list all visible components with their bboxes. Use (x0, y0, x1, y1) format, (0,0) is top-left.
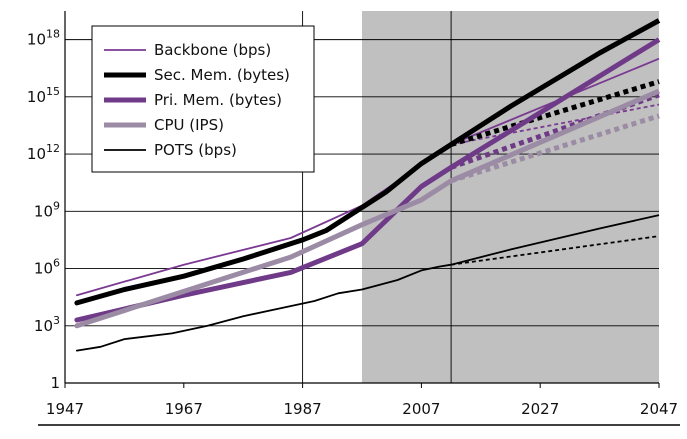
series-projection-solid-3 (450, 88, 660, 184)
x-tick-label: 1947 (46, 400, 84, 418)
series-line-1 (74, 142, 454, 306)
series-projection-dotted-3 (450, 113, 660, 184)
y-tick-label: 109 (34, 199, 60, 220)
axes: 1 103 106 109 1012 1015 1018 1947 1967 1987 2007 20… (27, 11, 680, 426)
x-tick-label: 1967 (165, 400, 203, 418)
legend-label-4: POTS (bps) (154, 141, 237, 159)
x-tick-label: 2007 (402, 400, 440, 418)
y-tick-label: 1012 (27, 142, 60, 163)
x-tick-label: 2047 (640, 400, 678, 418)
legend: Backbone (bps) Sec. Mem. (bytes) Pri. Mem.… (91, 25, 315, 173)
legend-label-0: Backbone (bps) (154, 41, 271, 59)
x-tick-label: 2027 (521, 400, 559, 418)
y-tick-label: 106 (34, 257, 60, 278)
series-projection-solid-1 (449, 18, 661, 147)
series-line-3 (74, 178, 454, 329)
series-projection-dotted-1 (450, 79, 660, 147)
series-projection-solid-4 (450, 214, 660, 266)
series-lines (74, 18, 661, 352)
x-tick-label: 1987 (284, 400, 322, 418)
y-tick-label: 1018 (27, 28, 60, 49)
legend-label-2: Pri. Mem. (bytes) (154, 91, 282, 109)
series-projection-solid-2 (449, 37, 661, 170)
legend-label-3: CPU (IPS) (154, 116, 224, 134)
series-line-4 (76, 263, 453, 352)
y-tick-label: 1015 (27, 85, 60, 106)
y-tick-label: 1 (50, 374, 60, 392)
series-projection-dotted-0 (450, 103, 660, 146)
y-tick-label: 103 (34, 314, 60, 335)
legend-label-1: Sec. Mem. (bytes) (154, 66, 290, 84)
